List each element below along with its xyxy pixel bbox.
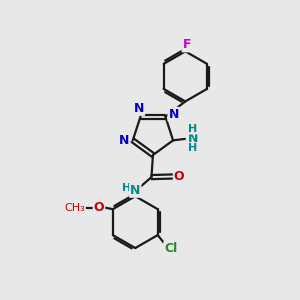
Text: O: O [94, 201, 104, 214]
Text: Cl: Cl [164, 242, 178, 255]
Text: N: N [134, 102, 144, 115]
Text: N: N [188, 132, 198, 145]
Text: H: H [188, 143, 197, 153]
Text: N: N [130, 184, 140, 197]
Text: O: O [174, 170, 184, 183]
Text: H: H [122, 183, 132, 193]
Text: H: H [188, 124, 197, 134]
Text: N: N [119, 134, 129, 147]
Text: CH₃: CH₃ [64, 203, 85, 213]
Text: F: F [183, 38, 191, 51]
Text: N: N [169, 108, 179, 121]
